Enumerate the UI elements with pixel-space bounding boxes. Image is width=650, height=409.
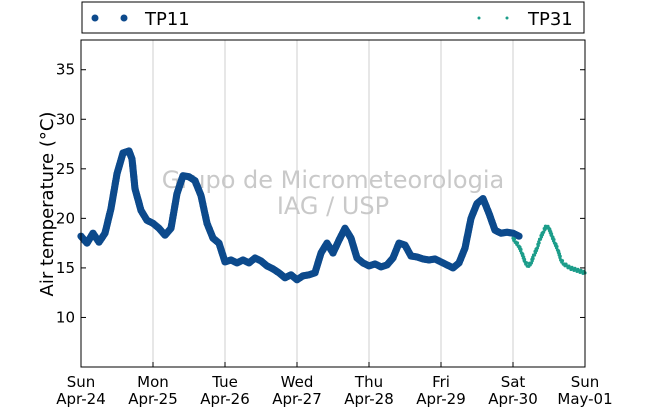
y-axis-label: Air temperature (°C) <box>37 112 58 297</box>
x-tick-label-day: Mon <box>137 373 169 391</box>
x-axis: SunApr-24MonApr-25TueApr-26WedApr-27ThuA… <box>56 362 613 408</box>
data-point-trace <box>560 259 565 263</box>
x-tick-label-day: Sun <box>571 373 600 391</box>
legend-marker-tp11-a <box>91 14 99 22</box>
legend-marker-tp31-a <box>477 16 481 20</box>
data-point-trace <box>512 237 517 241</box>
x-tick-label-date: Apr-28 <box>344 390 394 408</box>
grid-lines <box>152 40 514 367</box>
x-tick-label-day: Sat <box>501 373 526 391</box>
x-tick-label-date: Apr-25 <box>128 390 178 408</box>
legend-marker-tp11-b <box>120 14 128 22</box>
y-tick-label: 15 <box>56 259 75 277</box>
legend-box <box>81 1 585 34</box>
x-tick-label-date: Apr-29 <box>416 390 466 408</box>
data-point-trace <box>515 241 520 245</box>
legend-marker-tp31-b <box>505 16 509 20</box>
x-tick-label-day: Wed <box>281 373 314 391</box>
x-tick-label-day: Sun <box>67 373 96 391</box>
y-tick-label: 30 <box>56 110 75 128</box>
x-tick-label-date: May-01 <box>557 390 612 408</box>
data-point-trace <box>537 241 541 245</box>
y-tick-label: 25 <box>56 160 75 178</box>
data-point-trace <box>555 244 559 249</box>
data-point-trace <box>522 257 527 262</box>
watermark: Grupo de Micrometeorologia IAG / USP <box>162 166 504 220</box>
y-tick-label: 20 <box>56 209 75 227</box>
x-tick-label-day: Thu <box>354 373 383 391</box>
x-tick-label-date: Apr-26 <box>200 390 250 408</box>
data-point-trace <box>557 252 562 256</box>
legend: TP11 TP31 <box>81 1 585 34</box>
data-point-trace <box>535 246 540 250</box>
y-axis: 10 15 20 25 30 35 <box>56 61 585 326</box>
data-point-trace <box>552 238 556 242</box>
plot-frame <box>80 39 586 368</box>
watermark-line-1: Grupo de Micrometeorologia <box>162 166 504 194</box>
data-series <box>77 147 587 284</box>
legend-label-tp31: TP31 <box>527 9 573 30</box>
data-point-trace <box>531 256 535 261</box>
series-tp11 <box>77 147 523 284</box>
data-point-trace <box>524 261 529 265</box>
x-tick-label-day: Fri <box>432 373 450 391</box>
x-tick-label-date: Apr-27 <box>272 390 322 408</box>
data-point-trace <box>536 243 540 248</box>
data-point-trace <box>543 228 547 232</box>
data-point-trace <box>557 249 561 253</box>
legend-label-tp11: TP11 <box>144 9 190 30</box>
x-tick-label-day: Tue <box>211 373 238 391</box>
x-tick-label-date: Apr-30 <box>488 390 538 408</box>
data-point-trace <box>521 252 525 256</box>
data-point-trace <box>542 230 546 234</box>
data-point <box>515 232 523 240</box>
y-tick-label: 35 <box>56 61 75 79</box>
series-tp31 <box>511 224 587 275</box>
watermark-line-2: IAG / USP <box>277 192 389 220</box>
y-tick-label: 10 <box>56 308 75 326</box>
data-point-trace <box>522 255 526 259</box>
x-tick-label-date: Apr-24 <box>56 390 106 408</box>
data-point-trace <box>519 247 523 252</box>
data-point-trace <box>558 254 562 258</box>
